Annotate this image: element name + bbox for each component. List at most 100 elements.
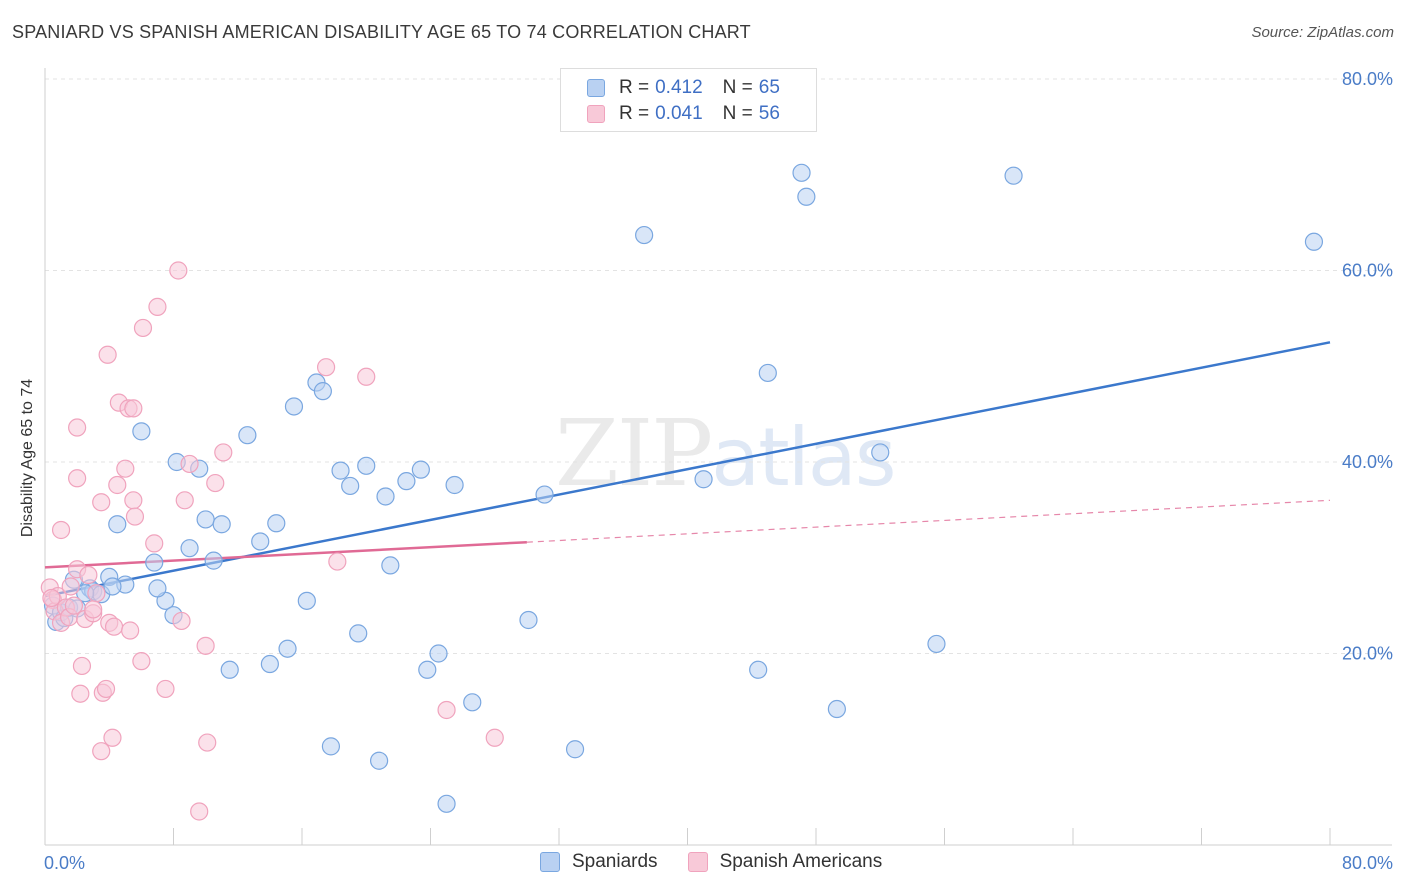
point-spaniards bbox=[238, 426, 257, 445]
r-value: 0.041 bbox=[655, 103, 703, 124]
chart-title: SPANIARD VS SPANISH AMERICAN DISABILITY … bbox=[12, 22, 751, 42]
point-spaniards bbox=[331, 461, 350, 480]
point-spanish-americans bbox=[172, 611, 191, 631]
point-spaniards bbox=[871, 443, 890, 462]
point-spanish-americans bbox=[61, 577, 80, 596]
n-label: N = bbox=[722, 77, 753, 98]
point-spanish-americans bbox=[42, 588, 61, 608]
point-spaniards bbox=[519, 610, 538, 630]
axes bbox=[44, 68, 1392, 846]
point-spaniards bbox=[313, 382, 332, 401]
point-spanish-americans bbox=[51, 520, 71, 540]
point-spanish-americans bbox=[175, 491, 194, 510]
point-spaniards bbox=[429, 644, 448, 663]
x-tick-label: 80.0% bbox=[1342, 853, 1393, 873]
source-credit: Source: ZipAtlas.com bbox=[1251, 24, 1394, 41]
legend-item-spanish-americans[interactable]: Spanish Americans bbox=[687, 851, 883, 873]
point-spaniards bbox=[376, 487, 395, 506]
point-spaniards bbox=[297, 591, 316, 610]
point-spanish-americans bbox=[132, 652, 151, 671]
point-spanish-americans bbox=[87, 584, 106, 603]
point-spaniards bbox=[397, 472, 416, 491]
point-spanish-americans bbox=[121, 621, 140, 640]
legend-swatch-spanish-americans bbox=[587, 105, 605, 123]
point-spaniards bbox=[278, 639, 297, 658]
point-spaniards bbox=[103, 577, 122, 596]
data-points bbox=[40, 163, 1324, 821]
point-spaniards bbox=[792, 163, 811, 182]
grid bbox=[45, 78, 1392, 654]
legend-item-spaniards[interactable]: Spaniards bbox=[540, 851, 658, 873]
n-value: 56 bbox=[758, 103, 780, 124]
point-spanish-americans bbox=[68, 469, 87, 488]
trend-line-spanish-americans-extrapolated bbox=[526, 499, 1331, 543]
point-spaniards bbox=[341, 476, 360, 496]
n-label: N = bbox=[722, 103, 753, 124]
point-spaniards bbox=[1304, 232, 1324, 251]
point-spaniards bbox=[535, 485, 554, 504]
point-spanish-americans bbox=[145, 534, 164, 553]
point-spaniards bbox=[381, 556, 400, 575]
point-spaniards bbox=[694, 470, 713, 489]
point-spaniards bbox=[180, 539, 199, 558]
point-spaniards bbox=[267, 514, 286, 533]
point-spanish-americans bbox=[68, 418, 87, 437]
point-spaniards bbox=[349, 624, 368, 643]
point-spanish-americans bbox=[108, 475, 127, 495]
point-spaniards bbox=[418, 660, 437, 679]
point-spanish-americans bbox=[71, 684, 90, 703]
r-value: 0.412 bbox=[655, 77, 703, 98]
point-spaniards bbox=[132, 422, 151, 441]
point-spanish-americans bbox=[214, 443, 233, 462]
point-spaniards bbox=[370, 751, 389, 770]
point-spanish-americans bbox=[169, 261, 188, 280]
stats-legend-row-spanish-americans: R = 0.041 N = 56 bbox=[587, 102, 780, 126]
legend-swatch-spaniards bbox=[540, 852, 560, 872]
r-label: R = bbox=[619, 77, 650, 98]
point-spanish-americans bbox=[316, 358, 336, 377]
y-tick-label: 60.0% bbox=[1342, 261, 1393, 281]
point-spaniards bbox=[1004, 166, 1023, 185]
point-spanish-americans bbox=[133, 318, 153, 338]
point-spaniards bbox=[927, 634, 946, 654]
point-spanish-americans bbox=[124, 399, 143, 418]
point-spanish-americans bbox=[206, 473, 225, 493]
point-spaniards bbox=[145, 553, 164, 572]
trend-line-spanish-americans bbox=[44, 540, 527, 569]
point-spanish-americans bbox=[124, 491, 143, 510]
point-spaniards bbox=[251, 532, 270, 551]
r-label: R = bbox=[619, 103, 650, 124]
point-spanish-americans bbox=[64, 596, 84, 615]
point-spaniards bbox=[148, 579, 167, 598]
point-spaniards bbox=[284, 397, 304, 416]
point-spaniards bbox=[827, 699, 846, 719]
point-spaniards bbox=[357, 456, 376, 475]
point-spanish-americans bbox=[196, 636, 215, 655]
point-spaniards bbox=[204, 551, 223, 570]
legend-label: Spanish Americans bbox=[719, 851, 883, 872]
point-spaniards bbox=[565, 740, 585, 759]
point-spaniards bbox=[437, 794, 456, 813]
n-value: 65 bbox=[758, 77, 780, 98]
y-tick-label: 40.0% bbox=[1342, 452, 1393, 472]
point-spaniards bbox=[463, 693, 482, 712]
point-spaniards bbox=[749, 660, 768, 679]
legend-swatch-spaniards bbox=[587, 79, 605, 97]
point-spaniards bbox=[220, 660, 239, 679]
point-spanish-americans bbox=[156, 679, 175, 699]
point-spanish-americans bbox=[79, 565, 98, 585]
point-spaniards bbox=[260, 654, 279, 674]
x-tick-label: 0.0% bbox=[44, 853, 85, 873]
point-spanish-americans bbox=[190, 802, 209, 821]
point-spanish-americans bbox=[72, 656, 92, 676]
point-spaniards bbox=[797, 187, 816, 206]
trend-line-spaniards bbox=[44, 341, 1331, 598]
point-spanish-americans bbox=[92, 742, 111, 761]
legend-label: Spaniards bbox=[572, 851, 658, 872]
point-spanish-americans bbox=[437, 700, 456, 720]
trend-lines bbox=[44, 341, 1331, 598]
point-spanish-americans bbox=[357, 367, 376, 386]
y-tick-label: 20.0% bbox=[1342, 644, 1393, 664]
y-axis-label: Disability Age 65 to 74 bbox=[19, 378, 36, 538]
